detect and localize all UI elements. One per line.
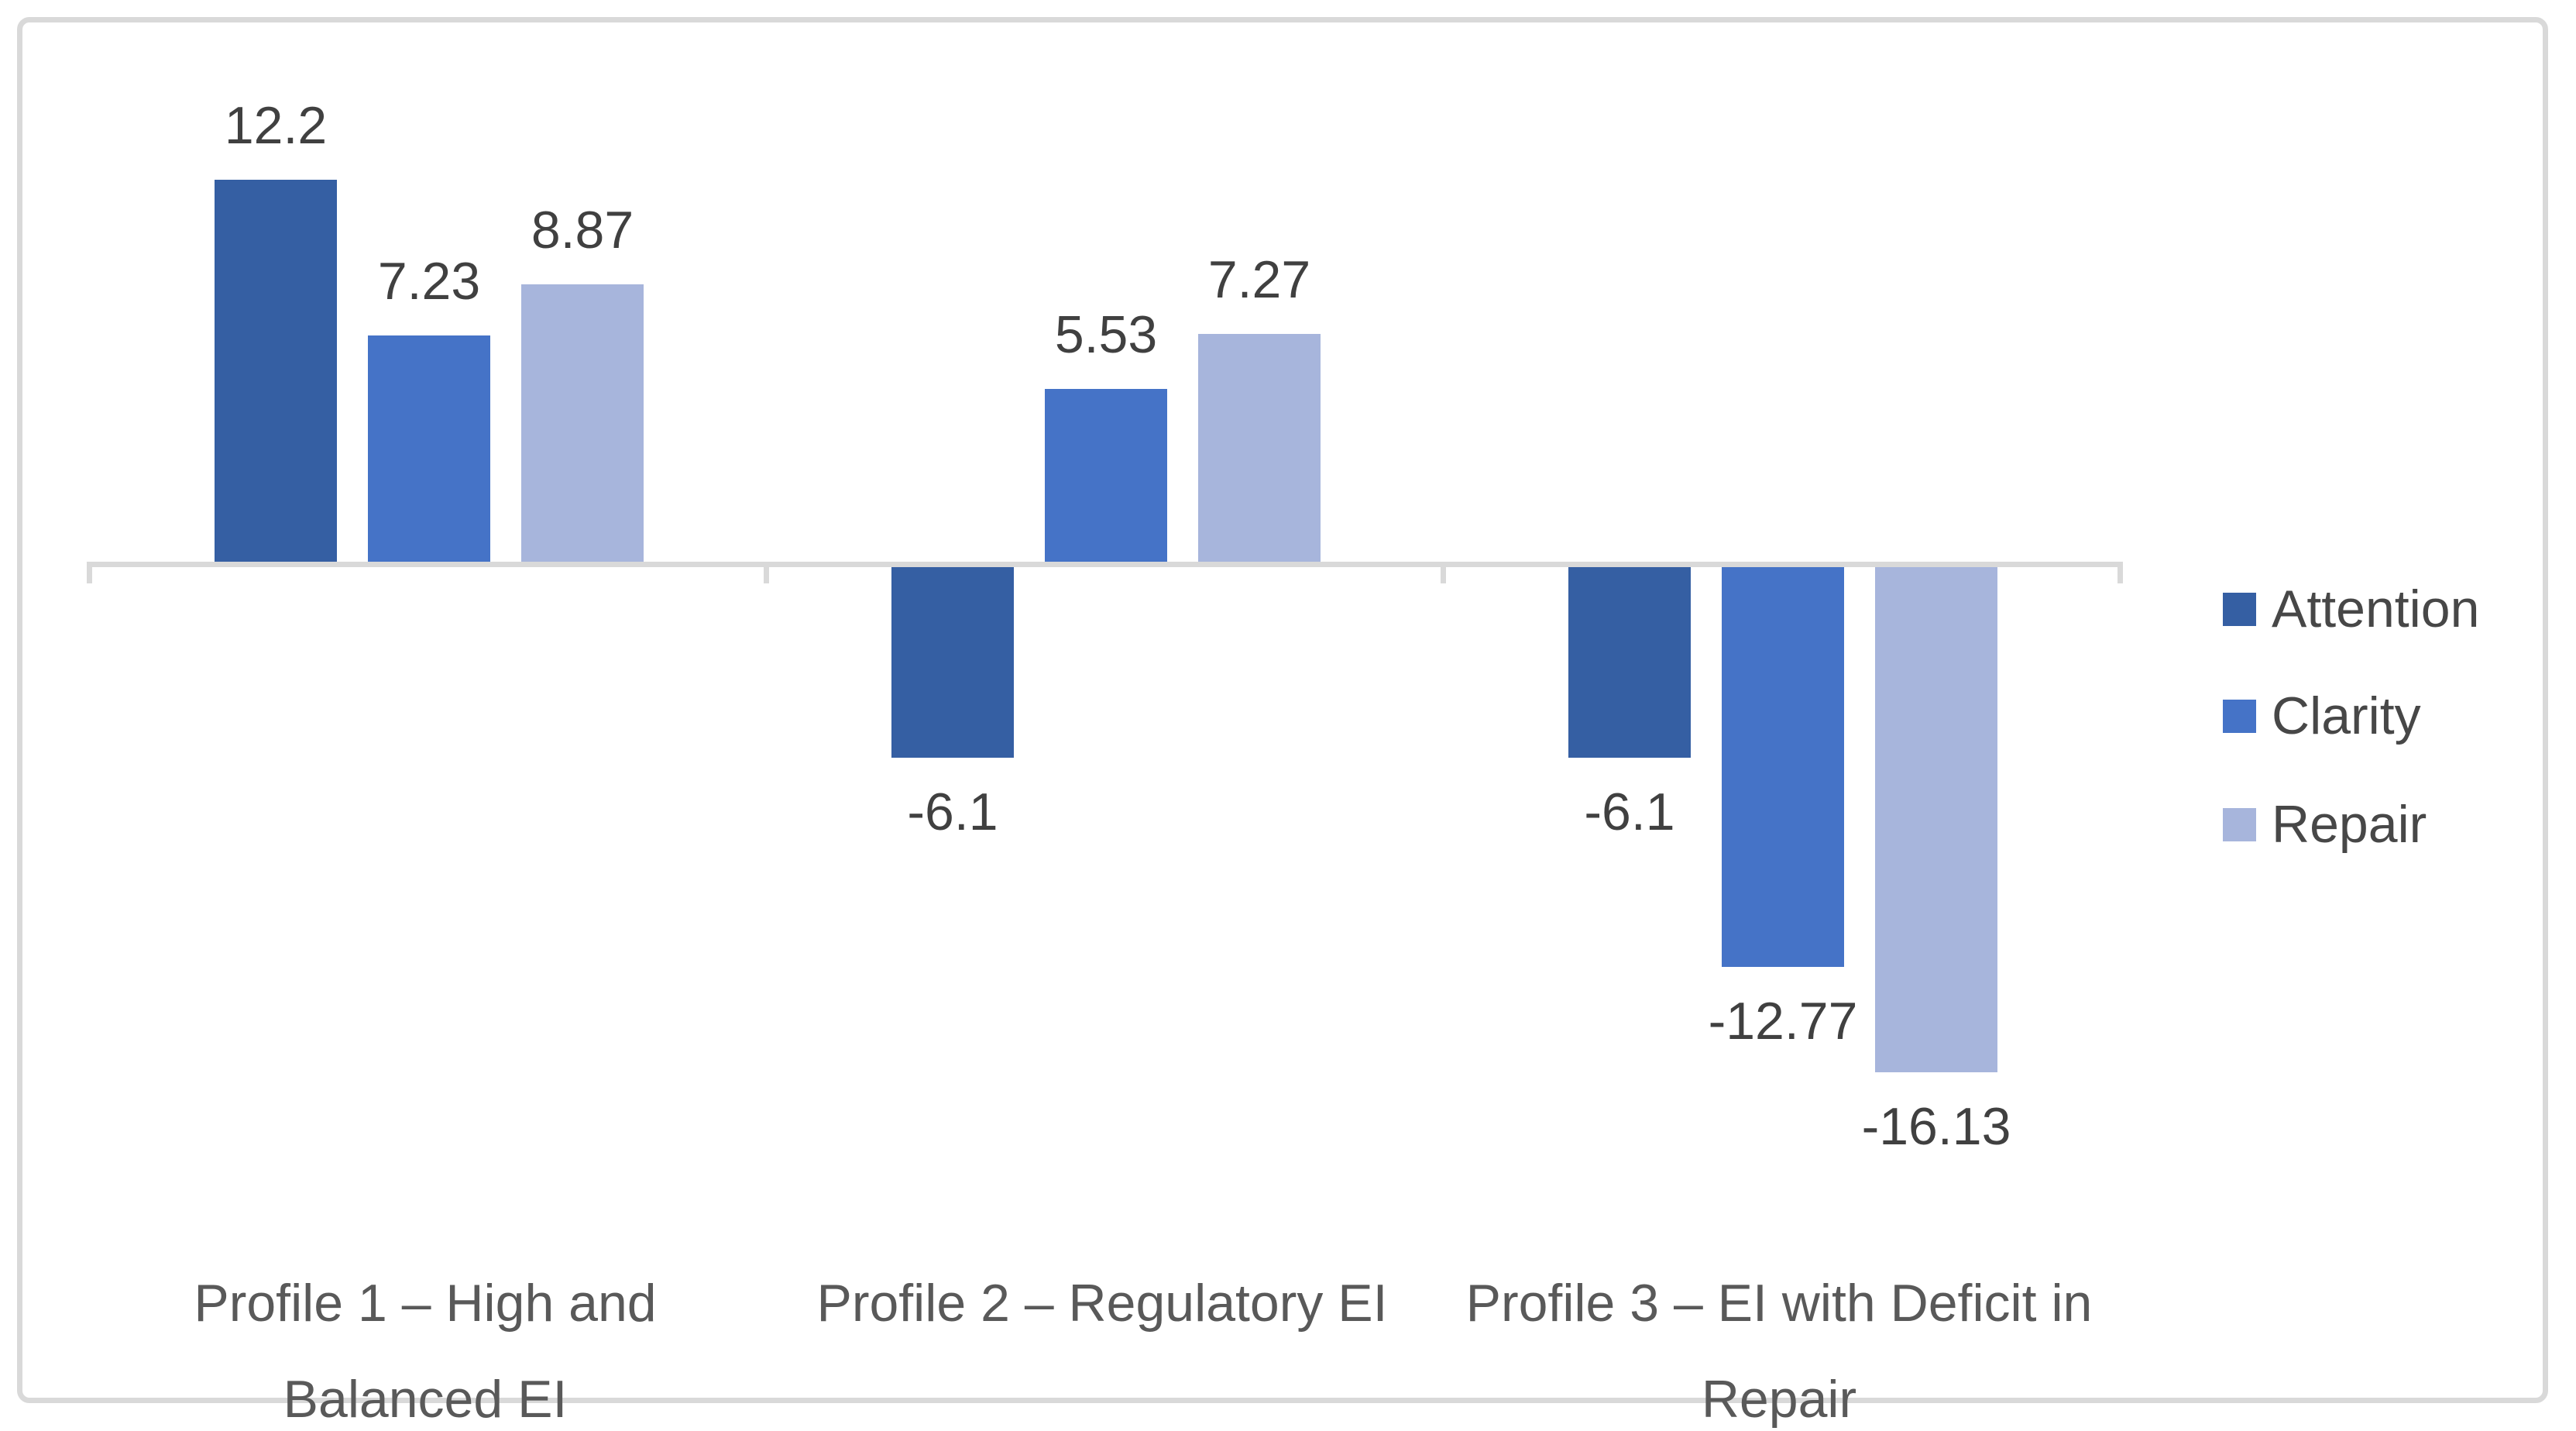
legend-item-attention: Attention [2223,576,2479,642]
data-label-clarity-cat3: -12.77 [1708,991,1858,1051]
bar-attention-cat2 [891,567,1014,758]
bar-repair-cat2 [1198,334,1321,562]
legend-swatch-attention-icon [2223,592,2256,626]
x-axis-tick [2117,562,2123,583]
data-label-repair-cat2: 7.27 [1207,250,1311,310]
bar-attention-cat3 [1568,567,1691,758]
x-axis-line [87,562,2123,567]
data-label-repair-cat1: 8.87 [531,200,634,260]
category-label-3: Profile 3 – EI with Deficit in Repair [1465,1274,2093,1429]
data-label-clarity-cat1: 7.23 [377,251,481,311]
x-axis-tick [764,562,769,583]
bar-attention-cat1 [215,180,337,562]
data-label-attention-cat3: -6.1 [1584,783,1675,842]
bar-repair-cat3 [1875,567,1997,1072]
x-axis-tick [87,562,92,583]
category-label-1: Profile 1 – High and Balanced EI [194,1274,657,1429]
legend-label-repair: Repair [2272,795,2427,854]
data-label-attention-cat2: -6.1 [907,783,998,842]
chart-frame-border [17,17,2548,1403]
legend-item-repair: Repair [2223,791,2427,858]
legend-swatch-clarity-icon [2223,699,2256,733]
bar-clarity-cat3 [1722,567,1844,967]
bar-clarity-cat1 [368,335,490,562]
data-label-attention-cat1: 12.2 [224,96,328,156]
x-axis-tick [1441,562,1446,583]
bar-repair-cat1 [521,284,644,562]
data-label-clarity-cat2: 5.53 [1054,304,1158,364]
legend-label-attention: Attention [2272,580,2480,638]
category-label-2: Profile 2 – Regulatory EI [816,1274,1388,1333]
bar-clarity-cat2 [1045,388,1167,562]
legend-swatch-repair-icon [2223,807,2256,841]
data-label-repair-cat3: -16.13 [1861,1096,2011,1156]
legend-item-clarity: Clarity [2223,683,2421,749]
legend-label-clarity: Clarity [2272,686,2421,745]
